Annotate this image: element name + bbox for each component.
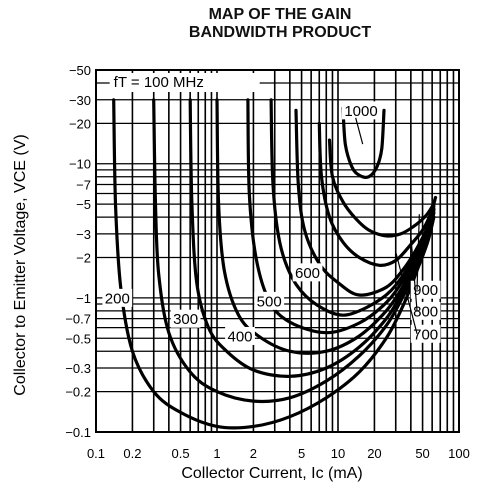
- curve-label-bg: [292, 263, 323, 282]
- curve-label-bg: [410, 280, 441, 299]
- y-tick-label: −0.3: [65, 361, 91, 376]
- y-tick-label: −0.7: [65, 312, 91, 327]
- curve-label-bg: [410, 324, 441, 343]
- annotation-bg: [109, 72, 260, 92]
- x-tick-label: 20: [367, 446, 381, 461]
- curve-200: [152, 98, 436, 404]
- curve-label-bg: [170, 309, 201, 328]
- leader-line-1000: [355, 117, 364, 145]
- y-tick-label: −20: [69, 116, 91, 131]
- x-tick-label: 50: [415, 446, 429, 461]
- curve-800: [317, 121, 437, 267]
- y-tick-label: −30: [69, 93, 91, 108]
- curve-label: 500: [257, 293, 282, 310]
- y-tick-label: −10: [69, 157, 91, 172]
- x-tick-label: 10: [331, 446, 345, 461]
- curve-label-bg: [225, 326, 255, 345]
- x-tick-label: 1: [213, 446, 220, 461]
- curve-label: 700: [413, 326, 438, 343]
- chart-title-line-2: BANDWIDTH PRODUCT: [188, 24, 372, 41]
- annotation-ft: fT = 100 MHz: [114, 74, 204, 91]
- curve-1000: [341, 106, 386, 179]
- ticks: 0.1 0.2 0.5 1 2 5 10 20 50 100 −50 −30 −20 −10 −7 −5 −3 −…: [65, 63, 470, 461]
- y-tick-label: −50: [69, 63, 91, 78]
- plot-frame: [95, 69, 460, 433]
- x-tick-label: 0.2: [123, 446, 141, 461]
- x-axis-label: Collector Current, Ic (mA): [181, 465, 362, 482]
- curve-label: 900: [413, 282, 438, 299]
- y-tick-label: −0.5: [65, 331, 91, 346]
- y-axis-label: Collector to Emitter Voltage, VCE (V): [12, 134, 29, 395]
- curve-100: [112, 98, 436, 430]
- y-tick-label: −3: [76, 227, 91, 242]
- x-tick-label: 0.5: [172, 446, 190, 461]
- curve-300: [188, 98, 436, 378]
- curves: [112, 98, 438, 430]
- y-tick-label: −7: [76, 178, 91, 193]
- y-tick-label: −1: [76, 291, 91, 306]
- curve-label: 400: [228, 328, 253, 345]
- curve-label: 300: [173, 311, 198, 328]
- leader-line-900: [416, 214, 420, 290]
- curve-900: [327, 138, 438, 238]
- curve-label: 600: [295, 265, 320, 282]
- curve-500: [246, 98, 436, 335]
- y-tick-label: −2: [76, 250, 91, 265]
- curve-label-bg: [102, 288, 133, 307]
- curve-label-bg: [254, 291, 285, 310]
- curve-700: [294, 108, 436, 297]
- curve-labels: 200 300 400 500 600 700 800 900 1000 fT = 100 MHz: [102, 72, 441, 345]
- chart-title: MAP OF THE GAIN BANDWIDTH PRODUCT: [150, 6, 410, 42]
- x-tick-label: 100: [448, 446, 470, 461]
- chart-title-line-1: MAP OF THE GAIN: [208, 6, 352, 23]
- leader-line-700: [395, 251, 418, 334]
- x-tick-label: 0.1: [87, 446, 105, 461]
- curve-label: 200: [105, 290, 130, 307]
- x-tick-label: 2: [250, 446, 257, 461]
- curve-label-bg: [341, 101, 381, 120]
- x-tick-label: 5: [298, 446, 305, 461]
- curve-label: 1000: [344, 103, 377, 120]
- y-tick-label: −5: [76, 197, 91, 212]
- y-tick-label: −0.1: [65, 425, 91, 440]
- curve-label: 800: [413, 303, 438, 320]
- curve-label-bg: [410, 301, 441, 320]
- y-tick-label: −0.2: [65, 385, 91, 400]
- leader-line-800: [410, 235, 418, 311]
